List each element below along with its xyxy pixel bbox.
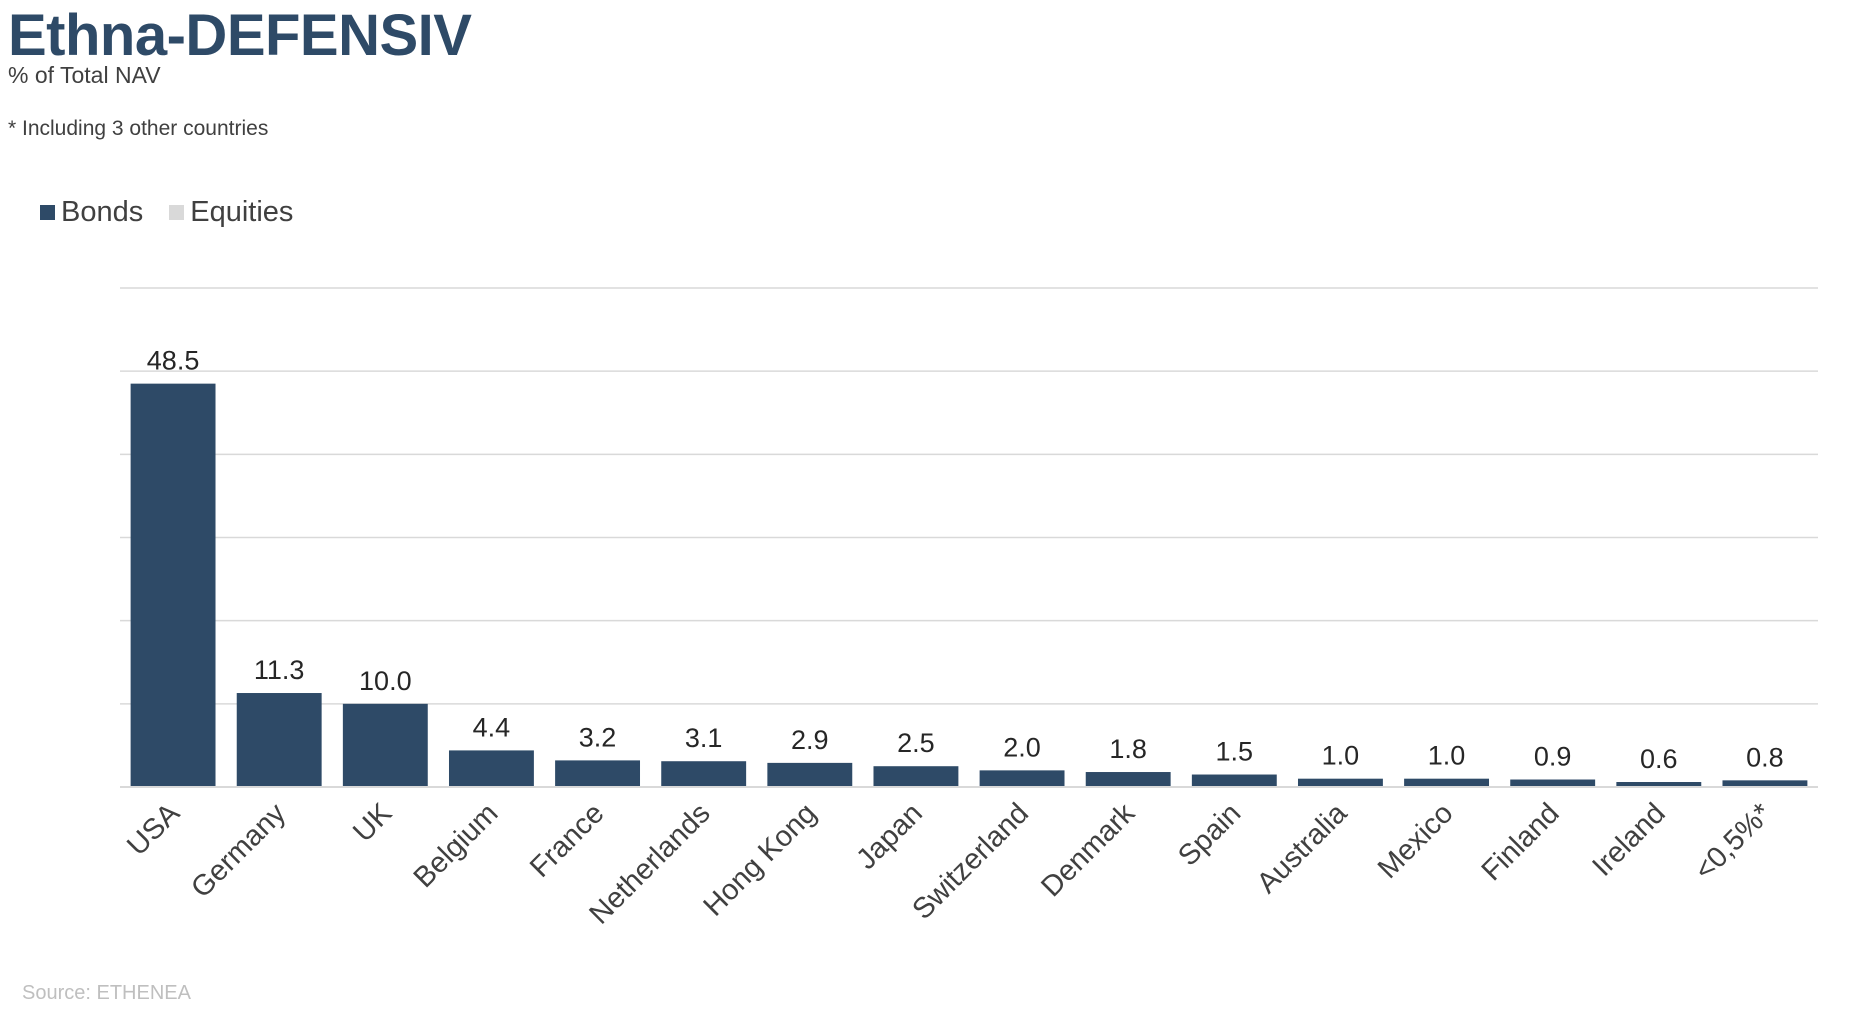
bar-australia: [1297, 778, 1383, 787]
data-label: 10.0: [359, 666, 412, 696]
bar-spain: [1191, 774, 1277, 787]
data-label: 1.0: [1322, 741, 1360, 771]
data-label: 0.6: [1640, 744, 1678, 774]
data-label: 11.3: [254, 655, 305, 685]
bar-france: [555, 760, 641, 787]
data-label: 3.2: [579, 722, 617, 752]
x-tick-label: Hong Kong: [698, 797, 823, 922]
data-label: 0.9: [1534, 742, 1572, 772]
x-tick-label: Spain: [1172, 797, 1247, 872]
data-labels: 48.5 11.3 10.0 4.4 3.2 3.1 2.9 2.5 2.0 1.8 1.5 1.0 1…: [147, 346, 1784, 774]
bar-usa: [130, 383, 216, 787]
source-note: Source: ETHENEA: [22, 982, 191, 1004]
bar-hong-kong: [767, 762, 853, 787]
legend-swatch-equities: [169, 205, 185, 220]
data-label: 48.5: [147, 346, 200, 376]
data-label: 1.8: [1109, 734, 1147, 764]
x-tick-label: Finland: [1476, 797, 1566, 887]
x-tick-label: UK: [347, 797, 399, 849]
legend-item-bonds: Bonds: [40, 196, 143, 229]
gridlines: [120, 287, 1818, 705]
chart-title: Ethna-DEFENSIV: [8, 3, 472, 68]
bar-switzerland: [979, 770, 1065, 787]
x-axis: USA Germany UK Belgium FranceNetherlandsHong…: [120, 786, 1818, 931]
bar-ireland: [1616, 782, 1702, 787]
x-tick-label: France: [524, 797, 610, 883]
data-label: 3.1: [685, 723, 723, 753]
x-tick-label: Switzerland: [906, 797, 1035, 926]
chart-subtitle: % of Total NAV: [8, 62, 161, 88]
legend-swatch-bonds: [40, 205, 55, 220]
bar-0-5: [1722, 780, 1808, 787]
chart-footnote: * Including 3 other countries: [8, 117, 269, 140]
bar-belgium: [448, 750, 534, 787]
bar-denmark: [1085, 772, 1171, 787]
bar-finland: [1510, 779, 1596, 787]
x-tick-label: Ireland: [1586, 797, 1671, 882]
bars: [130, 383, 1808, 787]
data-label: 4.4: [473, 712, 511, 742]
legend-label-bonds: Bonds: [61, 196, 144, 228]
x-tick-label: Belgium: [408, 797, 505, 894]
data-label: 2.9: [791, 725, 829, 755]
x-tick-label: Mexico: [1372, 797, 1460, 885]
x-tick-label: USA: [121, 797, 186, 862]
legend-item-equities: Equities: [169, 196, 293, 229]
bar-germany: [236, 693, 322, 787]
bar-japan: [873, 766, 959, 787]
chart-legend: Bonds Equities: [40, 196, 319, 229]
bar-uk: [342, 703, 428, 787]
x-tick-label: Australia: [1251, 797, 1354, 900]
bar-netherlands: [661, 761, 747, 787]
x-tick-label: Germany: [185, 797, 292, 904]
data-label: 2.0: [1003, 732, 1041, 762]
x-tick-label: Denmark: [1035, 797, 1141, 903]
data-label: 1.0: [1428, 741, 1466, 771]
data-label: 0.8: [1746, 742, 1784, 772]
legend-label-equities: Equities: [190, 196, 294, 228]
x-tick-label: <0,5%*: [1689, 797, 1778, 886]
bar-mexico: [1404, 778, 1490, 787]
data-label: 2.5: [897, 728, 935, 758]
x-tick-label: Japan: [850, 797, 928, 875]
data-label: 1.5: [1216, 737, 1254, 767]
